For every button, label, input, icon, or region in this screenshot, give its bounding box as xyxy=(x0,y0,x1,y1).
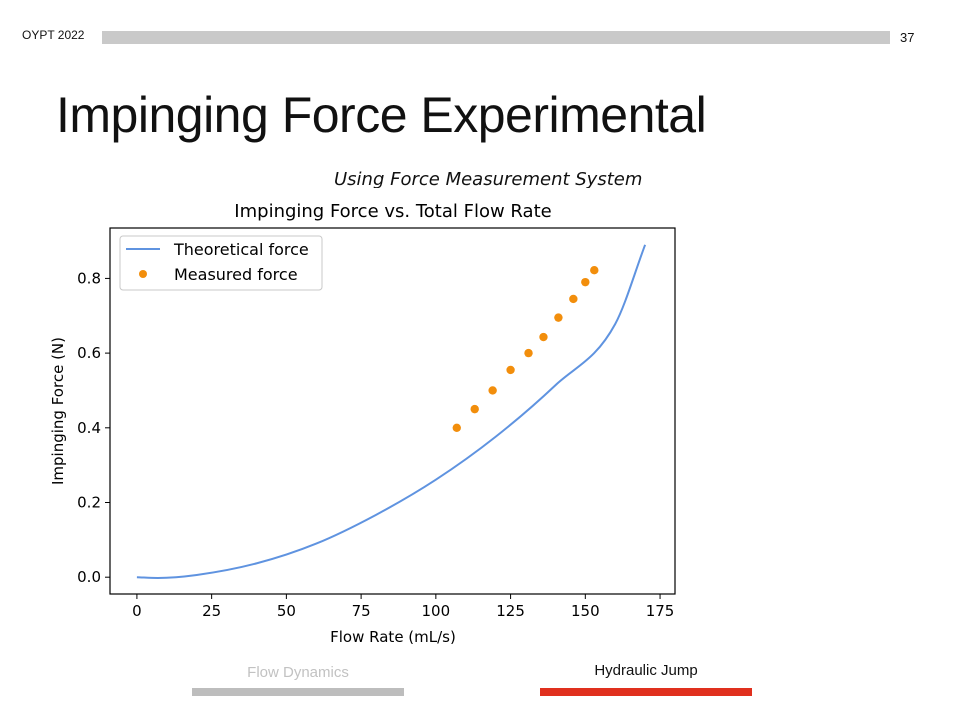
y-tick-label: 0.4 xyxy=(77,419,101,437)
measured-force-point xyxy=(590,266,599,275)
measured-force-point xyxy=(488,386,497,395)
chart-plot-area xyxy=(109,227,676,595)
measured-force-point xyxy=(470,404,479,414)
chart: Impinging Force vs. Total Flow Rate 0 25 5… xyxy=(49,201,676,646)
measured-force-point xyxy=(524,348,533,358)
chart-title: Impinging Force vs. Total Flow Rate xyxy=(234,201,551,222)
nav-next-bar[interactable] xyxy=(540,688,752,696)
series-line-theoretical-force xyxy=(136,244,647,579)
series-measured-force-points xyxy=(452,266,599,433)
x-tick-label: 0 xyxy=(132,602,142,620)
x-axis-label: Flow Rate (mL/s) xyxy=(330,628,456,646)
x-tick-label: 175 xyxy=(646,602,675,620)
measured-force-point xyxy=(581,277,590,287)
nav-prev-bar[interactable] xyxy=(192,688,404,696)
legend-label-measured-force: Measured force xyxy=(174,265,298,284)
measured-force-point xyxy=(506,365,515,375)
chart-legend: Theoretical force Measured force xyxy=(119,235,323,291)
nav-next-hydraulic-jump[interactable]: Hydraulic Jump xyxy=(594,662,698,679)
x-tick-label: 75 xyxy=(352,602,371,620)
measured-force-point xyxy=(539,332,548,342)
legend-dot-swatch xyxy=(139,270,147,278)
y-axis-label: Impinging Force (N) xyxy=(49,337,67,485)
legend-box xyxy=(119,235,323,291)
slide-subtitle: Using Force Measurement System xyxy=(334,169,643,188)
measured-force-point xyxy=(569,294,578,304)
x-tick-label: 100 xyxy=(422,602,451,620)
measured-force-point xyxy=(554,313,563,322)
y-tick-label: 0.2 xyxy=(77,494,101,512)
measured-force-point xyxy=(452,423,461,433)
x-tick-label: 50 xyxy=(277,602,296,620)
presentation-label: OYPT 2022 xyxy=(22,28,85,42)
page-number: 37 xyxy=(900,30,915,45)
legend-label-theoretical-force: Theoretical force xyxy=(173,240,309,259)
chart-axis-ticks: 0 25 50 75 100 125 150 175 0.0 0.2 0.4 0.6 0.8 xyxy=(77,269,674,620)
x-tick-label: 25 xyxy=(202,602,221,620)
y-tick-label: 0.8 xyxy=(77,269,101,287)
slide-title: Impinging Force Experimental xyxy=(56,87,707,143)
y-tick-label: 0.6 xyxy=(77,344,101,362)
nav-prev-flow-dynamics[interactable]: Flow Dynamics xyxy=(247,664,349,681)
header-bar xyxy=(102,31,890,44)
x-tick-label: 150 xyxy=(571,602,600,620)
x-tick-label: 125 xyxy=(496,602,525,620)
y-tick-label: 0.0 xyxy=(77,568,101,586)
